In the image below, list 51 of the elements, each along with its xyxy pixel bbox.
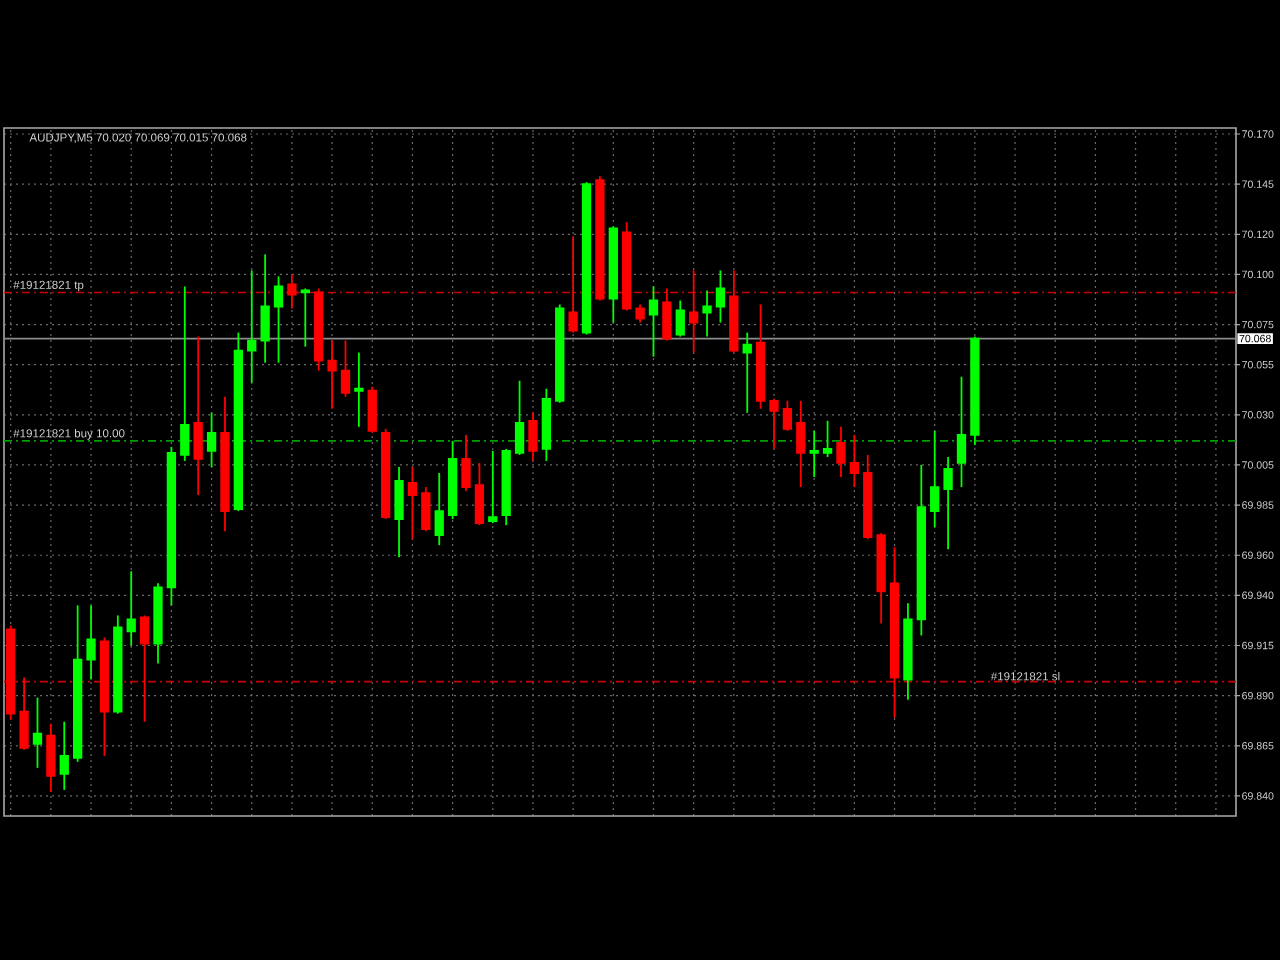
candlestick	[662, 287, 672, 342]
candlestick	[166, 446, 177, 607]
candlestick	[474, 462, 485, 527]
candlestick	[742, 331, 752, 414]
candlestick	[180, 285, 190, 462]
candlestick	[126, 570, 136, 647]
candlestick	[247, 269, 257, 384]
candlestick	[193, 335, 203, 496]
candlestick	[889, 546, 900, 719]
candlestick	[903, 602, 913, 701]
candlestick	[755, 303, 766, 410]
candlestick	[32, 696, 43, 769]
candlestick	[73, 604, 83, 763]
candlestick	[139, 614, 150, 723]
candlestick	[434, 472, 444, 547]
candlestick	[956, 375, 967, 488]
candlestick	[19, 676, 29, 751]
candlestick	[394, 466, 404, 559]
candlestick	[528, 411, 538, 462]
candlestick	[6, 624, 16, 721]
candlestick	[327, 339, 337, 410]
candlestick	[113, 614, 123, 715]
candlestick	[782, 399, 793, 432]
candlestick	[488, 450, 498, 525]
candlestick	[930, 429, 940, 529]
candlestick	[849, 433, 859, 488]
candlestick	[943, 456, 953, 551]
candlestick	[916, 464, 926, 637]
candlestick	[702, 289, 712, 338]
candlestick	[809, 429, 819, 478]
candlestick	[46, 722, 56, 793]
candlestick	[461, 433, 471, 492]
candlestick	[59, 720, 69, 791]
candlestick	[836, 425, 846, 478]
candlestick	[287, 273, 297, 310]
candlestick	[86, 604, 96, 681]
candlestick	[729, 269, 739, 354]
candlestick	[675, 299, 685, 338]
candlestick	[541, 387, 551, 462]
candlestick	[796, 399, 806, 488]
candlestick	[260, 253, 270, 364]
candlestick	[421, 486, 431, 533]
candlestick	[354, 351, 364, 428]
candlestick	[314, 287, 324, 372]
candlestick	[568, 235, 578, 334]
candlestick	[447, 440, 458, 521]
candlestick	[220, 395, 230, 533]
candlestick	[689, 269, 699, 354]
candlestick	[233, 331, 243, 513]
candlestick	[863, 454, 873, 541]
candlestick	[622, 221, 632, 312]
